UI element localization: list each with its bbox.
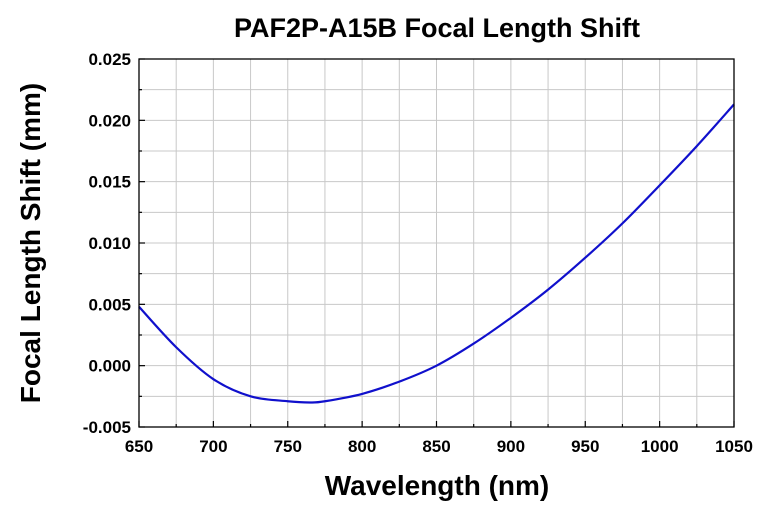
plot-frame xyxy=(138,58,735,428)
y-tick-label: 0.000 xyxy=(88,357,131,376)
x-tick-label: 1000 xyxy=(641,437,679,456)
y-tick-label: 0.015 xyxy=(88,173,131,192)
x-axis-title: Wavelength (nm) xyxy=(325,470,550,501)
y-tick-label: 0.025 xyxy=(88,50,131,69)
x-tick-labels: 650 700 750 800 850 900 950 1000 1050 xyxy=(125,437,753,456)
chart-title: PAF2P-A15B Focal Length Shift xyxy=(234,13,640,43)
x-tick-label: 1050 xyxy=(715,437,753,456)
axis-ticks xyxy=(138,58,735,428)
x-tick-label: 650 xyxy=(125,437,153,456)
y-tick-label: 0.005 xyxy=(88,295,131,314)
x-tick-label: 950 xyxy=(571,437,599,456)
y-tick-label: -0.005 xyxy=(83,418,131,437)
y-tick-labels: -0.005 0.000 0.005 0.010 0.015 0.020 0.025 xyxy=(83,50,131,437)
x-tick-label: 750 xyxy=(274,437,302,456)
series-line xyxy=(138,103,735,404)
series-layer xyxy=(138,103,735,404)
x-tick-label: 800 xyxy=(348,437,376,456)
y-tick-label: 0.020 xyxy=(88,111,131,130)
y-tick-label: 0.010 xyxy=(88,234,131,253)
x-tick-label: 700 xyxy=(199,437,227,456)
x-tick-label: 850 xyxy=(422,437,450,456)
y-axis-title: Focal Length Shift (mm) xyxy=(15,83,46,403)
x-tick-label: 900 xyxy=(497,437,525,456)
grid-lines xyxy=(139,59,734,427)
